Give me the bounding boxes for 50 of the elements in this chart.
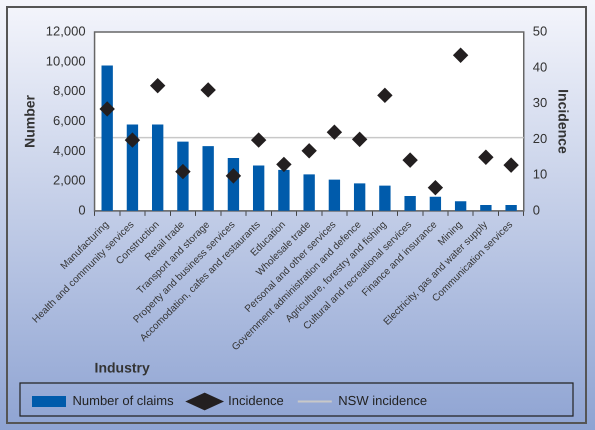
bar: [278, 170, 290, 211]
legend-label: NSW incidence: [338, 393, 428, 408]
y-tick-label: 10,000: [46, 53, 86, 68]
bar: [252, 165, 264, 211]
point: [200, 82, 216, 98]
bar: [454, 201, 466, 211]
y-tick-label: 12,000: [46, 24, 86, 39]
y-tick-label: 8,000: [53, 83, 86, 98]
bar: [202, 146, 214, 211]
point: [402, 152, 418, 168]
bar: [505, 204, 517, 211]
y-tick-label: 4,000: [53, 142, 86, 158]
point: [226, 168, 241, 184]
y-tick-label: 6,000: [53, 113, 86, 128]
point: [100, 101, 115, 116]
y2-tick-label: 50: [532, 24, 548, 39]
x-axis-title: Industry: [94, 359, 150, 376]
point: [150, 78, 166, 94]
point: [453, 48, 468, 63]
bar: [102, 66, 113, 211]
legend-label: Number of claims: [72, 393, 174, 408]
bar: [404, 196, 416, 211]
y2-axis-title: Incidence: [556, 89, 572, 154]
bar: [480, 204, 492, 211]
bar: [430, 196, 442, 211]
bar: [303, 174, 315, 211]
point: [478, 150, 494, 165]
bar: [328, 180, 340, 211]
point: [377, 88, 392, 103]
point: [251, 132, 266, 148]
legend-label: Incidence: [228, 393, 284, 408]
point: [326, 124, 342, 140]
y2-tick-label: 30: [532, 95, 548, 110]
y2-tick-label: 40: [532, 59, 548, 74]
point: [276, 156, 292, 172]
y-tick-label: 0: [78, 202, 86, 218]
y2-tick-label: 10: [532, 166, 548, 182]
bar: [152, 124, 164, 211]
point: [352, 132, 368, 147]
bar: [354, 183, 366, 211]
y-tick-label: 2,000: [53, 172, 86, 188]
point: [175, 164, 190, 180]
bar: [379, 186, 391, 211]
point: [504, 158, 519, 173]
y2-tick-label: 20: [532, 130, 548, 146]
point: [302, 143, 317, 158]
point: [428, 180, 443, 196]
point: [124, 132, 140, 148]
y2-tick-label: 0: [532, 202, 540, 218]
y-axis-title: Number: [21, 94, 38, 148]
